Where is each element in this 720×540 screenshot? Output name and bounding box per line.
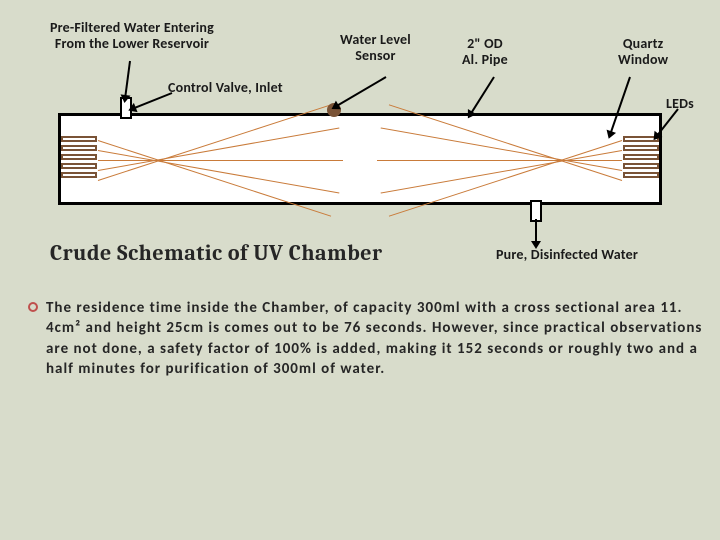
led-bank-left [61,136,97,178]
label-al-pipe: 2" ODAl. Pipe [462,36,508,68]
led-bank-right [623,136,659,178]
label-leds: LEDs [666,96,694,112]
label-water-level: Water LevelSensor [340,32,411,64]
label-pure-water: Pure, Disinfected Water [496,247,638,263]
label-control-valve: Control Valve, Inlet [168,80,283,96]
body-paragraph: The residence time inside the Chamber, o… [46,298,716,379]
diagram-title: Crude Schematic of UV Chamber [50,240,382,266]
label-prefiltered: Pre-Filtered Water EnteringFrom the Lowe… [50,20,214,52]
slide-canvas: Pre-Filtered Water EnteringFrom the Lowe… [0,0,720,540]
label-quartz-window: QuartzWindow [618,36,668,68]
bullet-icon [28,302,38,312]
